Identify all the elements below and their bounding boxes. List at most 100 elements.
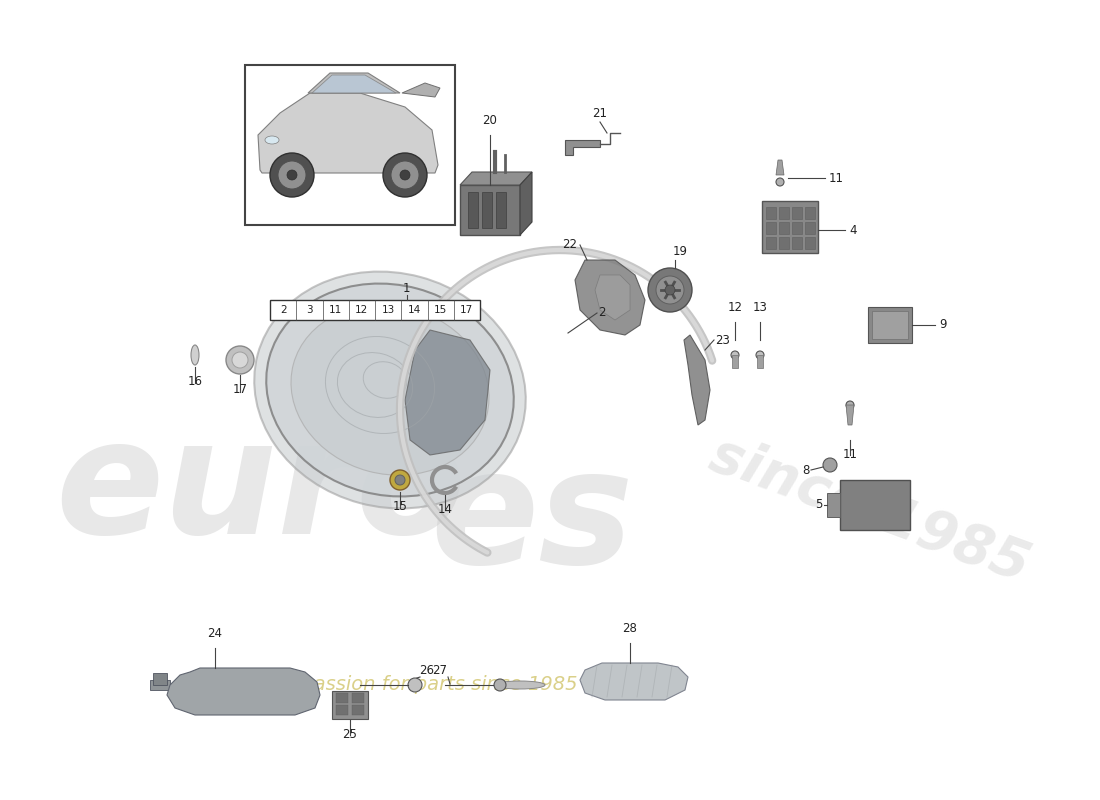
Polygon shape [776, 160, 784, 175]
Polygon shape [520, 172, 532, 235]
Text: 4: 4 [849, 223, 857, 237]
Bar [872, 311, 908, 339]
Bar [762, 201, 818, 253]
Bar [336, 693, 348, 703]
Circle shape [732, 351, 739, 359]
Polygon shape [595, 275, 630, 320]
Text: es: es [430, 442, 634, 598]
Polygon shape [405, 330, 490, 455]
Text: 24: 24 [208, 627, 222, 640]
Circle shape [656, 276, 684, 304]
Circle shape [232, 352, 248, 368]
Bar [779, 222, 789, 234]
Bar [766, 222, 775, 234]
Ellipse shape [266, 283, 514, 497]
Text: 5: 5 [815, 498, 823, 511]
Text: 28: 28 [623, 622, 637, 635]
Ellipse shape [265, 136, 279, 144]
Bar [779, 237, 789, 249]
Text: 16: 16 [187, 375, 202, 388]
Polygon shape [565, 140, 600, 155]
Polygon shape [684, 335, 710, 425]
Polygon shape [402, 83, 440, 97]
Text: 19: 19 [672, 245, 688, 258]
Circle shape [756, 351, 764, 359]
Text: 14: 14 [438, 503, 452, 516]
Bar [805, 222, 815, 234]
Text: 15: 15 [393, 500, 407, 513]
Bar [332, 691, 368, 719]
Text: 13: 13 [752, 301, 768, 314]
Circle shape [287, 170, 297, 180]
Text: 11: 11 [829, 171, 844, 185]
Ellipse shape [254, 271, 526, 509]
Text: euro: euro [55, 413, 465, 567]
Bar [757, 355, 763, 368]
Bar [827, 493, 840, 517]
Bar [732, 355, 738, 368]
Text: 1: 1 [403, 282, 410, 294]
Bar [153, 673, 167, 685]
Text: 22: 22 [562, 238, 578, 251]
Bar [460, 185, 520, 235]
Text: 23: 23 [715, 334, 730, 346]
Text: 25: 25 [342, 728, 358, 741]
Circle shape [408, 678, 422, 692]
Bar [792, 222, 802, 234]
Circle shape [648, 268, 692, 312]
Text: 17: 17 [232, 383, 248, 396]
Polygon shape [167, 668, 320, 715]
Circle shape [823, 458, 837, 472]
Circle shape [390, 161, 419, 189]
Polygon shape [846, 405, 854, 425]
Ellipse shape [495, 681, 544, 689]
Text: 13: 13 [382, 305, 395, 315]
Bar [766, 207, 775, 219]
Circle shape [270, 153, 314, 197]
Text: 20: 20 [483, 114, 497, 127]
Polygon shape [258, 93, 438, 173]
Circle shape [395, 475, 405, 485]
Text: 9: 9 [939, 318, 946, 331]
Bar [352, 693, 364, 703]
Polygon shape [575, 260, 645, 335]
Bar [270, 300, 480, 320]
Circle shape [494, 679, 506, 691]
Text: 27: 27 [432, 663, 448, 677]
Bar [352, 705, 364, 715]
Circle shape [226, 346, 254, 374]
Text: 21: 21 [593, 107, 607, 120]
Text: 17: 17 [460, 305, 473, 315]
Text: 15: 15 [434, 305, 448, 315]
Circle shape [776, 178, 784, 186]
Bar [792, 207, 802, 219]
Bar [468, 192, 478, 228]
Bar [792, 237, 802, 249]
Text: 3: 3 [306, 305, 312, 315]
Circle shape [846, 401, 854, 409]
Text: 11: 11 [329, 305, 342, 315]
Circle shape [390, 470, 410, 490]
Circle shape [278, 161, 306, 189]
Bar [805, 237, 815, 249]
Bar [779, 207, 789, 219]
Polygon shape [460, 172, 532, 185]
Text: 8: 8 [803, 463, 810, 477]
Ellipse shape [292, 305, 490, 475]
Bar [766, 237, 775, 249]
Text: 2: 2 [279, 305, 286, 315]
Polygon shape [312, 75, 396, 93]
Bar [150, 680, 170, 690]
Ellipse shape [191, 345, 199, 365]
Circle shape [400, 170, 410, 180]
Polygon shape [308, 73, 400, 93]
Bar [336, 705, 348, 715]
Circle shape [666, 285, 675, 295]
Text: a passion for parts since 1985: a passion for parts since 1985 [283, 675, 578, 694]
Bar [840, 480, 910, 530]
Text: since 1985: since 1985 [703, 427, 1037, 593]
Bar [805, 207, 815, 219]
Bar [245, 65, 455, 225]
Bar [496, 192, 506, 228]
Bar [868, 307, 912, 343]
